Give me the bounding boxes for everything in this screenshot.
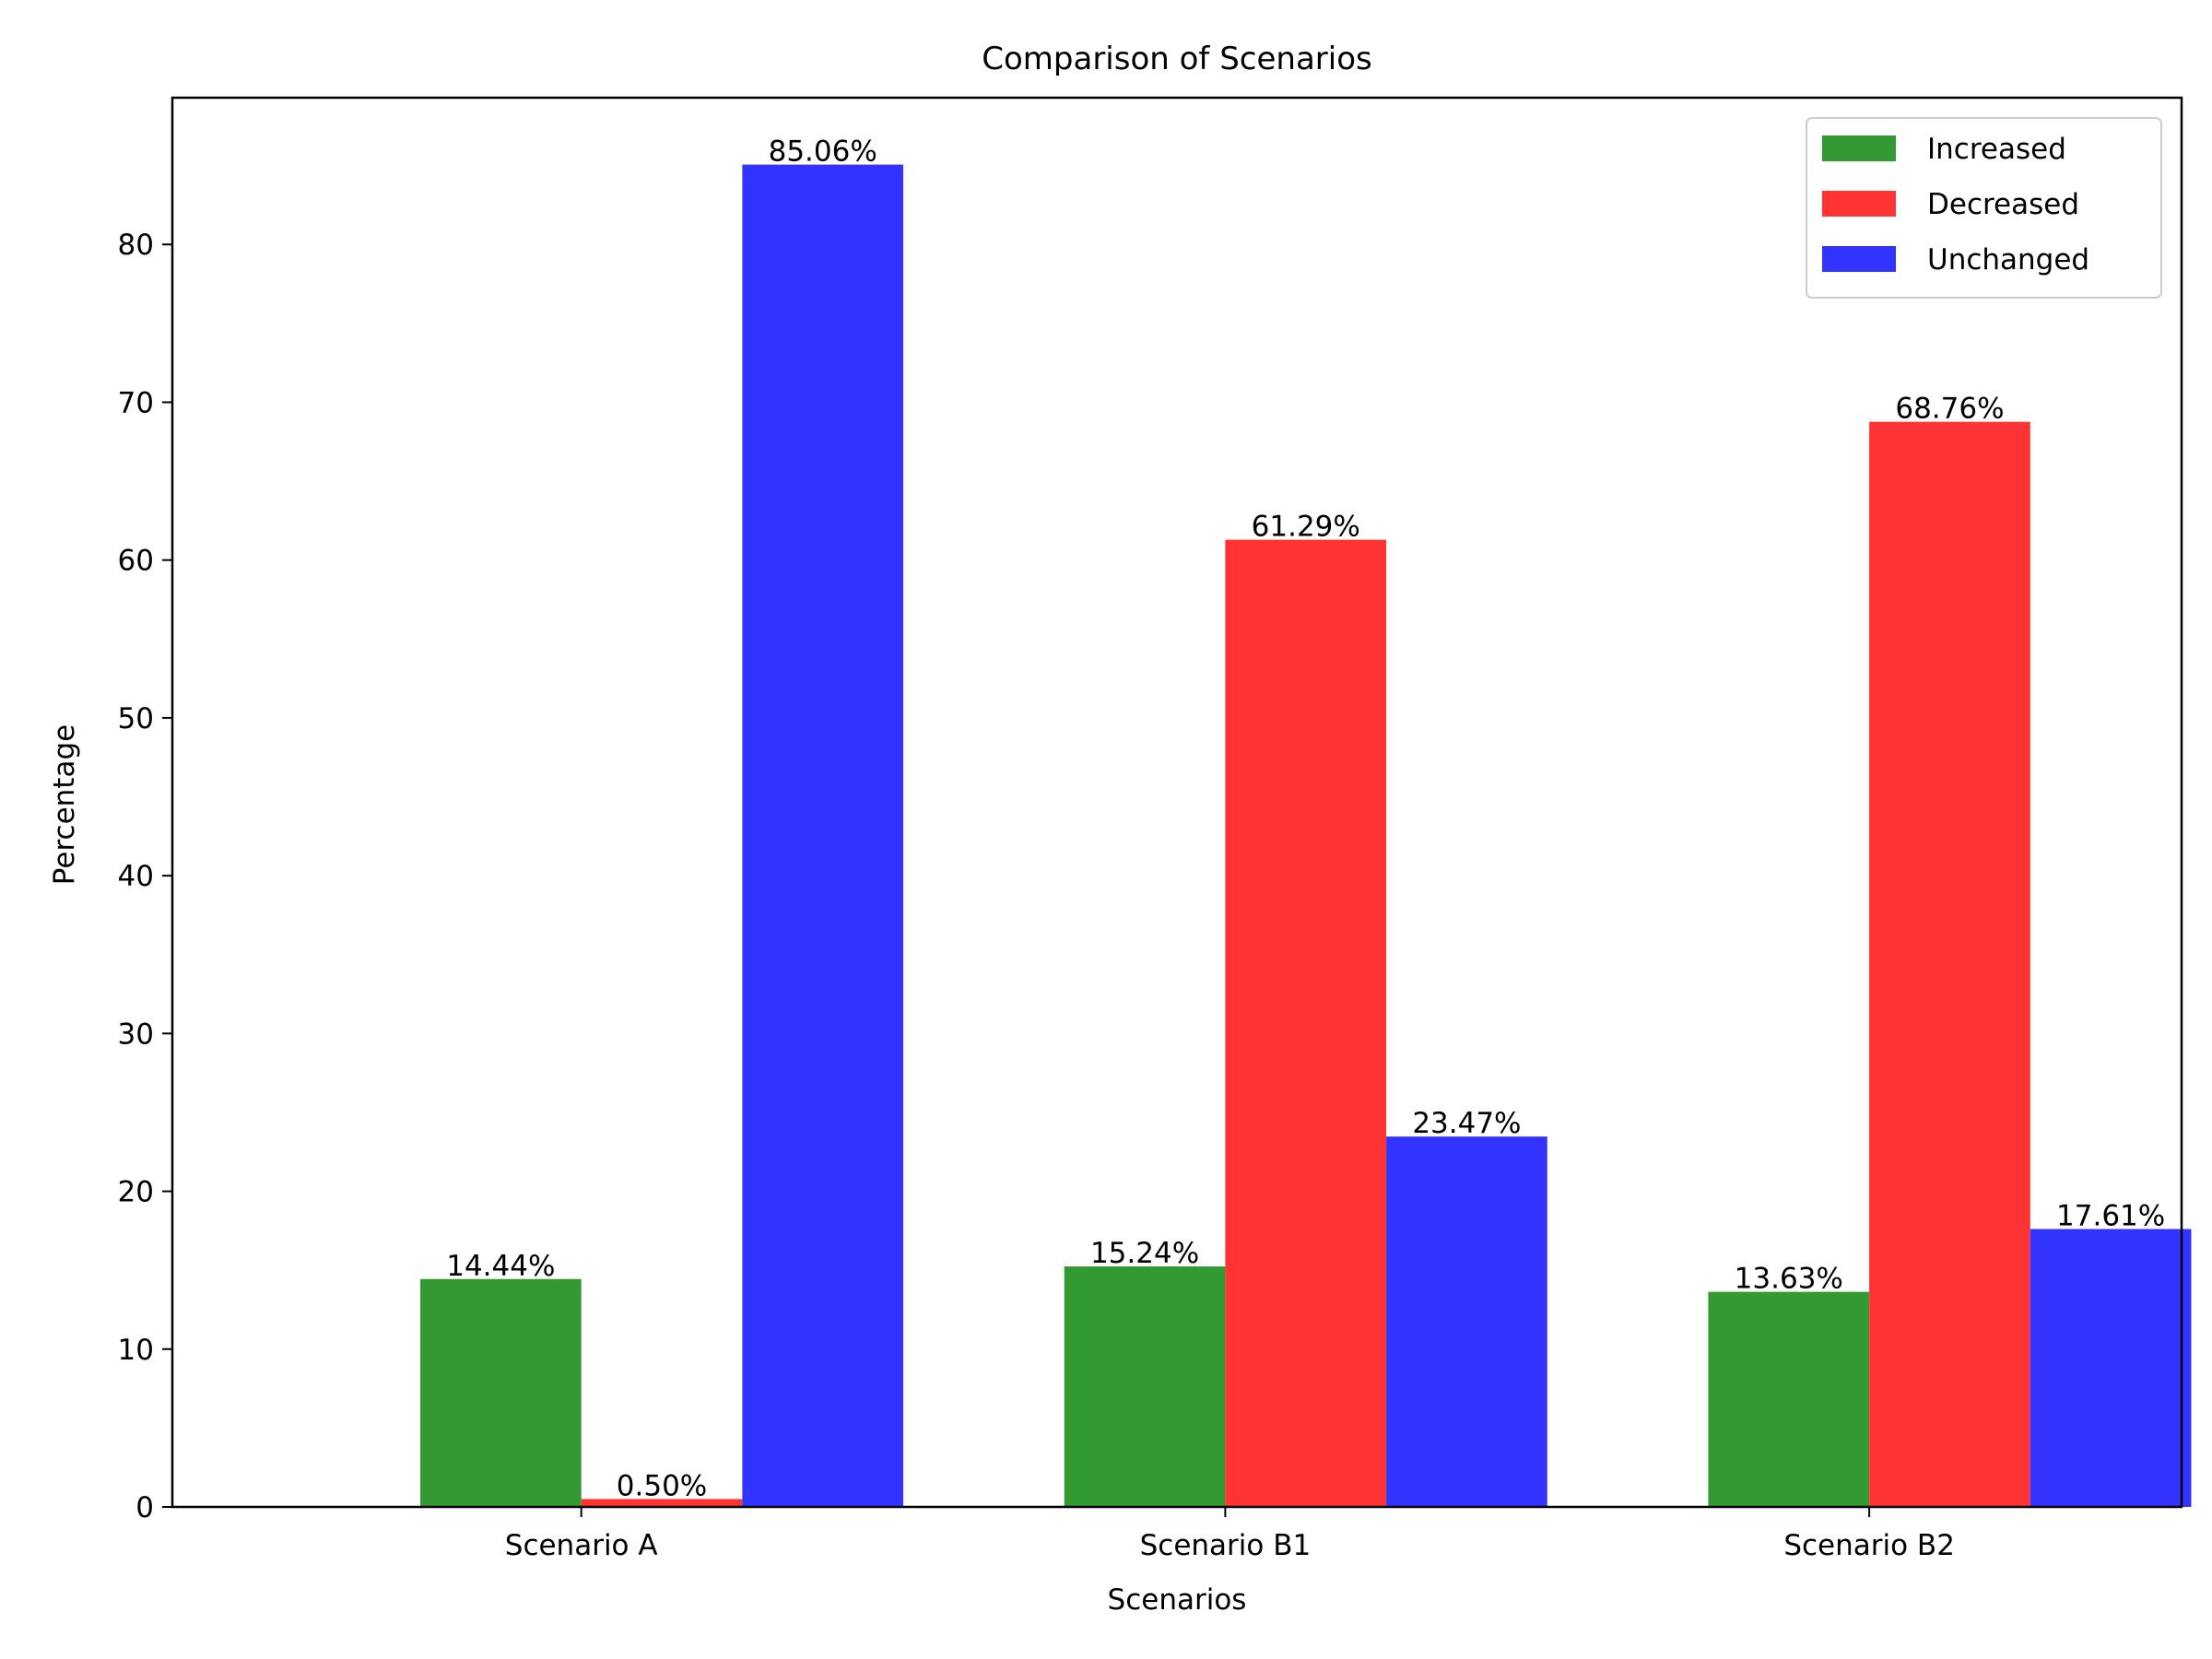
data-label-unchanged-3: 17.61% xyxy=(2056,1199,2165,1232)
bar-unchanged-1 xyxy=(742,164,904,1507)
y-tick-label: 30 xyxy=(118,1018,154,1051)
y-tick-label: 70 xyxy=(118,386,154,419)
chart-title: Comparison of Scenarios xyxy=(982,41,1371,77)
y-axis: 0 10 20 30 40 50 60 70 80 xyxy=(118,229,172,1524)
data-label-decreased-1: 0.50% xyxy=(617,1469,707,1502)
bar-decreased-3 xyxy=(1869,421,2030,1507)
y-tick-label: 60 xyxy=(118,545,154,578)
data-label-increased-2: 15.24% xyxy=(1090,1237,1199,1270)
y-tick-label: 10 xyxy=(118,1334,154,1367)
x-tick-label: Scenario B2 xyxy=(1783,1529,1955,1562)
x-axis-label: Scenarios xyxy=(1108,1583,1247,1617)
data-label-decreased-2: 61.29% xyxy=(1252,511,1360,544)
plot-frame xyxy=(171,96,2183,1509)
x-tick-label: Scenario A xyxy=(505,1529,658,1562)
legend-swatch-unchanged xyxy=(1822,246,1896,272)
legend-swatch-decreased xyxy=(1822,191,1896,217)
data-label-unchanged-2: 23.47% xyxy=(1412,1107,1521,1140)
data-labels-group: 14.44% 15.24% 13.63% 0.50% 61.29% 68.76% 85.06… xyxy=(446,135,2165,1503)
data-label-increased-1: 14.44% xyxy=(446,1250,555,1283)
y-tick-label: 40 xyxy=(118,860,154,893)
x-axis: Scenario A Scenario B1 Scenario B2 xyxy=(505,1507,1955,1562)
legend-label-increased: Increased xyxy=(1927,133,2066,166)
data-label-unchanged-1: 85.06% xyxy=(769,135,877,169)
legend-swatch-increased xyxy=(1822,135,1896,161)
y-tick-label: 0 xyxy=(135,1491,154,1524)
y-tick-label: 80 xyxy=(118,229,154,262)
bar-increased-1 xyxy=(420,1278,582,1507)
bar-increased-2 xyxy=(1064,1266,1226,1507)
bar-decreased-2 xyxy=(1225,539,1387,1508)
legend-label-unchanged: Unchanged xyxy=(1927,243,2089,276)
legend-label-decreased: Decreased xyxy=(1927,188,2079,221)
legend: Increased Decreased Unchanged xyxy=(1806,117,2162,299)
data-label-decreased-3: 68.76% xyxy=(1895,393,2004,426)
bars-group xyxy=(420,164,2192,1508)
x-tick-label: Scenario B1 xyxy=(1140,1529,1312,1562)
y-axis-label: Percentage xyxy=(48,724,81,885)
bar-increased-3 xyxy=(1708,1291,1870,1507)
y-tick-label: 20 xyxy=(118,1176,154,1209)
bar-unchanged-3 xyxy=(2030,1229,2192,1507)
bar-unchanged-2 xyxy=(1386,1136,1547,1507)
bar-decreased-1 xyxy=(581,1499,743,1507)
data-label-increased-3: 13.63% xyxy=(1735,1263,1843,1296)
y-tick-label: 50 xyxy=(118,702,154,735)
